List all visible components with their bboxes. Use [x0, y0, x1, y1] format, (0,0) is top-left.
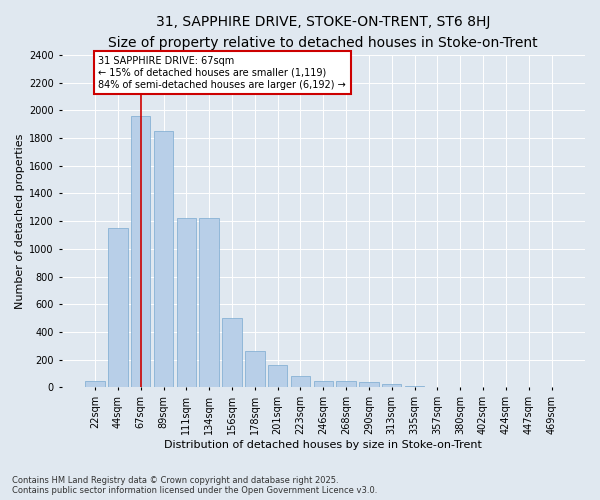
Bar	[268, 366, 287, 388]
Bar	[405, 386, 424, 388]
Bar	[359, 382, 379, 388]
Bar	[314, 380, 333, 388]
Y-axis label: Number of detached properties: Number of detached properties	[15, 134, 25, 309]
Bar	[473, 387, 493, 388]
Bar	[428, 386, 447, 388]
Title: 31, SAPPHIRE DRIVE, STOKE-ON-TRENT, ST6 8HJ
Size of property relative to detache: 31, SAPPHIRE DRIVE, STOKE-ON-TRENT, ST6 …	[109, 15, 538, 50]
Bar	[176, 218, 196, 388]
Bar	[382, 384, 401, 388]
Bar	[451, 386, 470, 388]
Bar	[199, 218, 219, 388]
Bar	[245, 352, 265, 388]
Bar	[222, 318, 242, 388]
Text: 31 SAPPHIRE DRIVE: 67sqm
← 15% of detached houses are smaller (1,119)
84% of sem: 31 SAPPHIRE DRIVE: 67sqm ← 15% of detach…	[98, 56, 346, 90]
Text: Contains HM Land Registry data © Crown copyright and database right 2025.
Contai: Contains HM Land Registry data © Crown c…	[12, 476, 377, 495]
Bar	[131, 116, 151, 388]
Bar	[85, 380, 105, 388]
Bar	[291, 376, 310, 388]
Bar	[337, 380, 356, 388]
Bar	[108, 228, 128, 388]
X-axis label: Distribution of detached houses by size in Stoke-on-Trent: Distribution of detached houses by size …	[164, 440, 482, 450]
Bar	[154, 131, 173, 388]
